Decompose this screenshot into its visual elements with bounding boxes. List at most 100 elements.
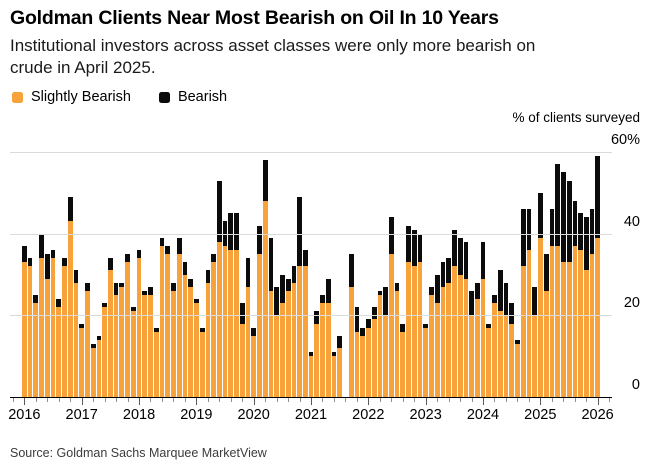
bar-segment-slightly-bearish (469, 315, 475, 397)
bar-segment-bearish (492, 294, 497, 304)
x-tick-year (540, 398, 542, 405)
bar-segment-slightly-bearish (257, 254, 262, 397)
bar-segment-slightly-bearish (400, 331, 406, 397)
x-tick-minor (288, 398, 290, 402)
bar-segment-bearish (348, 254, 354, 287)
bar-segment-bearish (216, 180, 222, 242)
bar-segment-slightly-bearish (234, 250, 239, 397)
x-tick-minor (70, 398, 72, 402)
bar-stack (102, 152, 108, 397)
y-tick-label-0: 0 (631, 377, 640, 393)
bar-segment-bearish (33, 294, 39, 304)
bar-segment-slightly-bearish (538, 237, 543, 397)
x-tick-minor (414, 398, 416, 402)
bearish-swatch-icon (158, 91, 170, 103)
bar-segment-slightly-bearish (302, 266, 308, 397)
x-tick-minor (345, 398, 347, 402)
bar-segment-bearish (182, 262, 188, 275)
bar-stack (434, 152, 440, 397)
bar-segment-bearish (96, 335, 102, 340)
bar-stack (366, 152, 371, 397)
bar-segment-slightly-bearish (291, 282, 297, 397)
bar-segment-slightly-bearish (176, 254, 182, 397)
x-tick-minor (448, 398, 450, 402)
bar-stack (274, 152, 280, 397)
bar-stack (73, 152, 79, 397)
bar-segment-slightly-bearish (85, 290, 90, 397)
bar-segment-slightly-bearish (159, 245, 165, 397)
x-tick-label-2021: 2021 (294, 407, 328, 423)
page-title: Goldman Clients Near Most Bearish on Oil… (10, 7, 499, 29)
bar-segment-bearish (452, 229, 457, 267)
bar-stack (389, 152, 394, 397)
x-tick-minor (242, 398, 244, 402)
x-tick-label-2017: 2017 (65, 407, 98, 423)
bar-segment-bearish (188, 278, 194, 287)
x-tick-minor (184, 398, 186, 402)
bar-segment-bearish (509, 303, 515, 324)
bar-stack (22, 152, 27, 397)
bar-segment-bearish (119, 282, 125, 287)
bar-segment-slightly-bearish (411, 266, 417, 397)
bar-segment-bearish (285, 278, 291, 291)
bar-segment-slightly-bearish (171, 290, 176, 397)
x-axis-baseline (10, 397, 612, 398)
x-tick-label-2022: 2022 (352, 407, 385, 423)
bar-segment-slightly-bearish (509, 323, 515, 397)
bar-segment-bearish (194, 299, 199, 304)
subtitle-line-1: Institutional investors across asset cla… (10, 36, 536, 55)
x-tick-minor (35, 398, 37, 402)
bar-segment-bearish (205, 270, 211, 283)
bar-segment-slightly-bearish (274, 315, 280, 397)
bar-segment-slightly-bearish (165, 254, 171, 397)
bar-segment-slightly-bearish (348, 286, 354, 397)
bar-segment-bearish (245, 258, 251, 287)
x-tick-minor (161, 398, 163, 402)
x-tick-minor (494, 398, 496, 402)
bar-stack (85, 152, 90, 397)
bar-segment-bearish (268, 237, 274, 291)
bar-segment-slightly-bearish (245, 286, 251, 397)
bar-stack (383, 152, 388, 397)
bar-segment-bearish (130, 307, 136, 312)
x-tick-label-2023: 2023 (409, 407, 442, 423)
bar-segment-bearish (171, 282, 176, 291)
bar-segment-bearish (102, 303, 108, 308)
bar-segment-bearish (561, 172, 566, 263)
bar-segment-slightly-bearish (280, 303, 285, 397)
bar-segment-bearish (199, 327, 205, 332)
bar-segment-bearish (148, 286, 153, 295)
bar-stack (245, 152, 251, 397)
x-tick-minor (47, 398, 49, 402)
x-tick-minor (230, 398, 232, 402)
bar-stack (354, 152, 360, 397)
bar-segment-bearish (251, 327, 257, 336)
bar-segment-slightly-bearish (251, 335, 257, 397)
bar-stack (429, 152, 434, 397)
bar-segment-bearish (389, 217, 394, 255)
bar-stack (417, 152, 423, 397)
bar-stack (532, 152, 538, 397)
bar-segment-slightly-bearish (108, 270, 113, 397)
legend-label: Bearish (177, 89, 228, 105)
bar-segment-slightly-bearish (434, 303, 440, 397)
bar-segment-bearish (337, 335, 343, 348)
x-tick-minor (104, 398, 106, 402)
bar-segment-bearish (136, 250, 142, 259)
bar-segment-bearish (360, 327, 366, 336)
bar-segment-slightly-bearish (515, 343, 520, 397)
bar-stack (44, 152, 50, 397)
bar-segment-slightly-bearish (389, 254, 394, 397)
bar-stack (337, 152, 343, 397)
bar-segment-bearish (475, 282, 480, 299)
bar-segment-bearish (85, 282, 90, 291)
bar-segment-slightly-bearish (589, 254, 595, 397)
x-tick-label-2025: 2025 (524, 407, 557, 423)
bar-segment-bearish (291, 266, 297, 283)
bar-segment-slightly-bearish (308, 356, 314, 397)
bar-stack (211, 152, 216, 397)
y-axis-title: % of clients surveyed (512, 110, 640, 125)
bar-segment-slightly-bearish (503, 315, 509, 397)
x-tick-minor (299, 398, 301, 402)
bar-segment-slightly-bearish (532, 315, 538, 397)
